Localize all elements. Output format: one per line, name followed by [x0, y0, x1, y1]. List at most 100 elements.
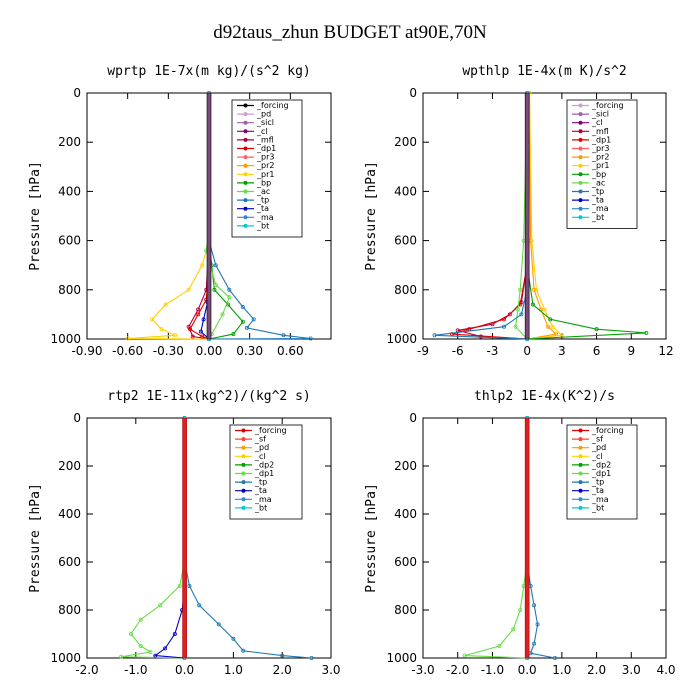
- series-marker: [462, 653, 467, 658]
- legend-entry: _bt: [256, 221, 269, 230]
- legend-marker: [243, 198, 248, 203]
- x-tick-label: -1.0: [124, 663, 147, 677]
- legend-marker: [243, 120, 248, 125]
- series-marker: [201, 317, 206, 322]
- legend-entry: _ma: [254, 495, 272, 504]
- legend-marker: [578, 445, 583, 450]
- series-marker: [545, 324, 550, 329]
- legend-entry: _pr2: [591, 153, 609, 162]
- legend-entry: _mfl: [256, 135, 274, 144]
- legend-marker: [241, 462, 246, 467]
- series-line: [127, 93, 210, 340]
- series-marker: [128, 632, 133, 637]
- y-tick-label: 0: [409, 86, 417, 100]
- legend-entry: _ta: [591, 486, 604, 495]
- series-marker: [190, 334, 195, 339]
- legend-marker: [243, 215, 248, 220]
- legend-entry: _dp1: [254, 469, 274, 478]
- legend-entry: _pr2: [256, 161, 274, 170]
- series-marker: [548, 317, 553, 322]
- series-line: [434, 93, 528, 340]
- series-marker: [529, 238, 534, 243]
- y-tick-label: 1000: [50, 332, 81, 346]
- y-axis-label: Pressure [hPa]: [364, 161, 379, 271]
- legend-marker: [578, 172, 583, 177]
- series-marker: [231, 332, 236, 337]
- legend-entry: _dp2: [591, 460, 611, 469]
- legend-box: [229, 424, 303, 520]
- series-marker: [308, 336, 313, 341]
- legend-marker: [578, 163, 583, 168]
- legend-marker: [578, 488, 583, 493]
- legend-marker: [578, 146, 583, 151]
- legend-marker: [241, 428, 246, 433]
- legend-marker: [578, 129, 583, 134]
- x-tick-label: 0.0: [175, 663, 194, 677]
- legend-entry: _bp: [256, 178, 271, 187]
- series-marker: [532, 287, 537, 292]
- series-marker: [177, 584, 182, 589]
- chart-title: thlp2 1E-4x(K^2)/s: [474, 389, 615, 404]
- series-marker: [213, 263, 218, 268]
- legend-marker: [243, 103, 248, 108]
- x-tick-label: 0.00: [196, 344, 223, 358]
- series-marker: [535, 622, 540, 627]
- series-marker: [532, 641, 537, 646]
- series-marker: [216, 622, 221, 627]
- x-tick-label: -1.0: [481, 663, 504, 677]
- legend-marker: [243, 180, 248, 185]
- series-marker: [513, 324, 518, 329]
- legend-entry: _tp: [256, 196, 269, 205]
- y-tick-label: 200: [58, 459, 81, 473]
- series-marker: [212, 287, 217, 292]
- series-line: [527, 92, 564, 340]
- legend-marker: [243, 206, 248, 211]
- series-line: [464, 418, 528, 659]
- series-line: [121, 418, 186, 659]
- legend-marker: [578, 480, 583, 485]
- legend-marker: [578, 103, 583, 108]
- series-marker: [196, 307, 201, 312]
- chart-panel-2: wpthlp 1E-4x(m K)/s^2 0 200 400 600 800 1000-9…: [364, 64, 674, 358]
- legend-entry: _cl: [591, 452, 603, 461]
- x-tick-label: -2.0: [75, 663, 98, 677]
- chart-title: wpthlp 1E-4x(m K)/s^2: [462, 64, 626, 79]
- series-marker: [532, 603, 537, 608]
- x-tick-label: -6: [452, 344, 464, 358]
- x-tick-label: -2.0: [446, 663, 469, 677]
- legend-marker: [578, 180, 583, 185]
- legend-marker: [578, 112, 583, 117]
- y-tick-label: 800: [58, 603, 81, 617]
- legend-marker: [578, 206, 583, 211]
- y-tick-label: 200: [394, 459, 417, 473]
- series-marker: [213, 282, 218, 287]
- series-marker: [251, 317, 256, 322]
- legend-entry: _forcing: [591, 101, 624, 110]
- x-tick-label: 2.0: [273, 663, 292, 677]
- legend-marker: [578, 120, 583, 125]
- series-marker: [240, 319, 245, 324]
- series-marker: [241, 648, 246, 653]
- y-tick-label: 1000: [386, 332, 417, 346]
- legend-marker: [241, 471, 246, 476]
- y-tick-label: 800: [394, 603, 417, 617]
- series-marker: [534, 287, 539, 292]
- zero-profile-line: [524, 417, 530, 659]
- y-axis-label: Pressure [hPa]: [364, 483, 379, 593]
- legend-entry: _tp: [591, 478, 604, 487]
- x-tick-label: 0.30: [236, 344, 263, 358]
- legend-marker: [578, 471, 583, 476]
- legend-marker: [241, 437, 246, 442]
- x-tick-label: 1.0: [552, 663, 571, 677]
- series-marker: [220, 312, 225, 317]
- legend-entry: _pr1: [591, 161, 609, 170]
- series-marker: [138, 617, 143, 622]
- x-tick-label: -0.30: [153, 344, 184, 358]
- legend-entry: _bp: [591, 170, 606, 179]
- legend-entry: _cl: [591, 118, 603, 127]
- series-marker: [594, 327, 599, 332]
- legend-entry: _dp1: [256, 144, 276, 153]
- series-line: [153, 418, 186, 659]
- y-axis-label: Pressure [hPa]: [28, 483, 43, 593]
- legend-marker: [241, 488, 246, 493]
